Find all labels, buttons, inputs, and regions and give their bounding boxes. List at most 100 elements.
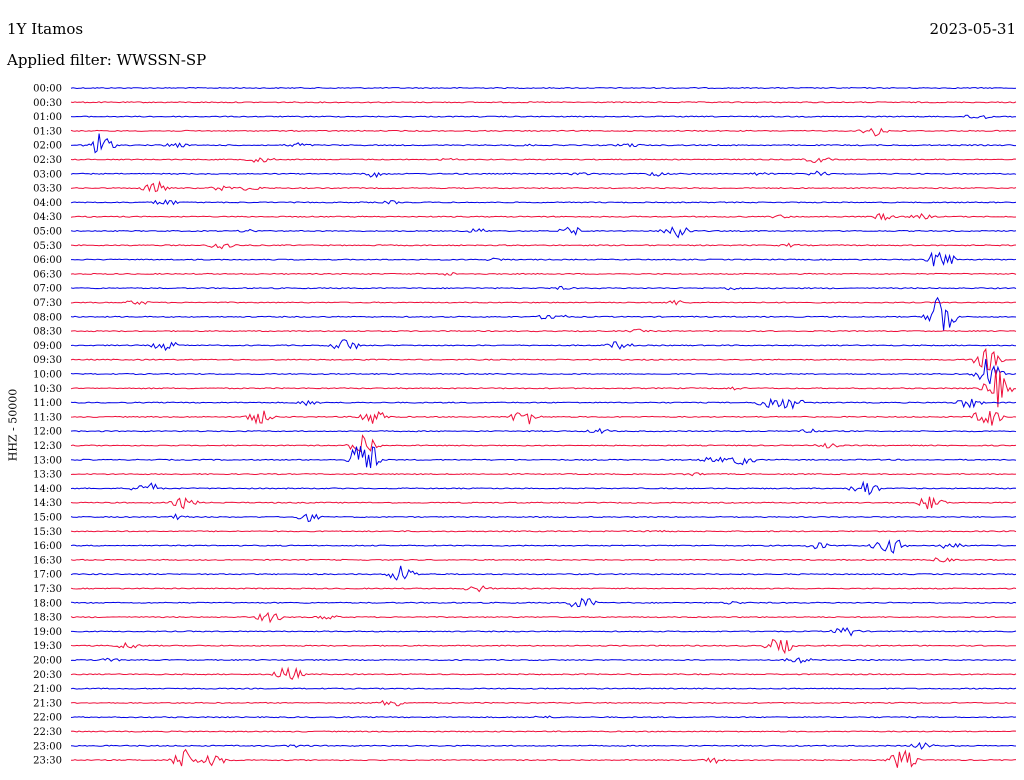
trace-line	[71, 627, 1017, 637]
trace-line	[70, 585, 1017, 593]
time-tick-label: 01:30	[33, 126, 62, 137]
time-tick-label: 23:00	[33, 741, 62, 752]
time-tick-label: 10:30	[33, 384, 62, 395]
trace-line	[70, 339, 1017, 352]
time-tick-label: 16:30	[33, 555, 62, 566]
trace-line	[70, 127, 1017, 137]
time-tick-label: 12:30	[33, 441, 62, 452]
time-tick-label: 14:00	[33, 484, 62, 495]
trace-line	[70, 199, 1017, 206]
time-tick-label: 17:00	[33, 570, 62, 581]
trace-line	[70, 212, 1017, 221]
time-tick-label: 03:00	[33, 169, 62, 180]
trace-line	[70, 666, 1017, 680]
time-tick-label: 02:30	[33, 155, 62, 166]
trace-line	[70, 285, 1017, 291]
time-tick-label: 09:00	[33, 341, 62, 352]
trace-line	[70, 272, 1017, 276]
time-tick-label: 21:00	[33, 684, 62, 695]
trace-line	[70, 597, 1017, 608]
trace-line	[70, 170, 1017, 179]
trace-line	[70, 539, 1017, 554]
time-tick-label: 18:00	[33, 598, 62, 609]
time-tick-label: 19:00	[33, 627, 62, 638]
trace-line	[70, 730, 1017, 733]
recording-date: 2023-05-31	[929, 20, 1016, 38]
time-tick-label: 05:00	[33, 227, 62, 238]
trace-line	[70, 101, 1017, 104]
trace-line	[70, 748, 1017, 768]
time-tick-label: 13:30	[33, 470, 62, 481]
trace-line	[70, 157, 1017, 164]
time-tick-label: 15:30	[33, 527, 62, 538]
trace-line	[70, 657, 1017, 664]
trace-line	[70, 557, 1017, 563]
trace-line	[70, 133, 1016, 154]
trace-line	[70, 699, 1016, 707]
trace-line	[70, 410, 1017, 426]
trace-line	[71, 251, 1017, 267]
trace-line	[70, 86, 1017, 90]
trace-line	[70, 513, 1017, 523]
time-tick-label: 04:30	[33, 212, 62, 223]
trace-line	[70, 472, 1017, 477]
trace-line	[70, 358, 1017, 385]
time-tick-label: 07:30	[33, 298, 62, 309]
time-tick-label: 15:00	[33, 513, 62, 524]
trace-line	[70, 226, 1017, 239]
trace-line	[70, 180, 1017, 193]
time-tick-label: 03:30	[33, 184, 62, 195]
time-tick-label: 00:30	[33, 98, 62, 109]
trace-line	[70, 611, 1017, 624]
time-tick-label: 02:00	[33, 141, 62, 152]
trace-line	[70, 434, 1017, 453]
filter-label: Applied filter: WWSSN-SP	[7, 51, 207, 69]
trace-line	[70, 715, 1017, 719]
time-tick-label: 20:30	[33, 670, 62, 681]
trace-line	[70, 347, 1017, 371]
trace-line	[70, 480, 1017, 496]
time-tick-label: 18:30	[33, 613, 62, 624]
time-tick-label: 06:30	[33, 269, 62, 280]
time-tick-label: 07:00	[33, 284, 62, 295]
time-tick-label: 09:30	[33, 355, 62, 366]
time-tick-label: 19:30	[33, 641, 62, 652]
trace-line	[70, 687, 1017, 690]
time-tick-label: 21:30	[33, 698, 62, 709]
time-tick-label: 10:00	[33, 370, 62, 381]
time-tick-label: 16:00	[33, 541, 62, 552]
trace-line	[70, 242, 1017, 250]
time-tick-label: 08:00	[33, 312, 62, 323]
trace-line	[70, 638, 1017, 655]
trace-line	[70, 741, 1017, 750]
time-tick-label: 23:30	[33, 756, 62, 767]
trace-line	[70, 529, 1017, 533]
station-name: 1Y Itamos	[7, 20, 84, 38]
trace-line	[70, 114, 1017, 120]
time-tick-label: 06:00	[33, 255, 62, 266]
time-tick-label: 22:30	[33, 727, 62, 738]
trace-line	[70, 369, 1017, 408]
trace-line	[70, 328, 1017, 333]
time-tick-label: 20:00	[33, 656, 62, 667]
time-tick-label: 01:00	[33, 112, 62, 123]
trace-line	[70, 299, 1017, 306]
trace-line	[70, 296, 1017, 331]
time-tick-label: 00:00	[33, 84, 62, 95]
time-tick-label: 04:00	[33, 198, 62, 209]
trace-line	[70, 565, 1017, 581]
time-tick-label: 11:00	[33, 398, 62, 409]
time-tick-label: 11:30	[33, 412, 62, 423]
time-tick-label: 22:00	[33, 713, 62, 724]
trace-line	[70, 427, 1017, 435]
time-tick-label: 14:30	[33, 498, 62, 509]
time-tick-label: 12:00	[33, 427, 62, 438]
time-tick-label: 17:30	[33, 584, 62, 595]
time-tick-label: 05:30	[33, 241, 62, 252]
trace-line	[70, 446, 1017, 469]
trace-line	[70, 496, 1017, 510]
time-tick-label: 08:30	[33, 327, 62, 338]
trace-line	[70, 397, 1017, 410]
time-tick-label: 13:00	[33, 455, 62, 466]
